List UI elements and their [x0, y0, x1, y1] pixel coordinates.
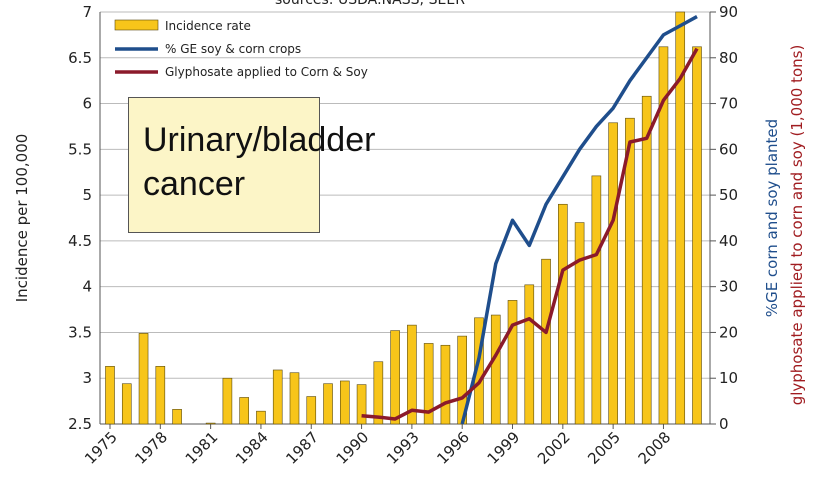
x-tick-label: 1996: [433, 428, 473, 468]
bar: [272, 369, 283, 425]
bar: [423, 343, 434, 425]
bar: [105, 366, 115, 425]
chart-subtitle: sources: USDA:NASS; SEER: [275, 0, 465, 8]
bar: [658, 46, 669, 425]
y-tick-label: 2.5: [68, 415, 92, 433]
x-tick-label: 1999: [484, 428, 524, 468]
bar: [524, 284, 535, 425]
bar: [608, 122, 618, 425]
y2-tick-label: 70: [719, 95, 738, 113]
y2-axis-label-2: glyphosate applied to corn and soy (1,00…: [788, 45, 806, 406]
y-tick-label: 6: [82, 95, 92, 113]
bar: [490, 314, 501, 425]
y-tick-label: 4.5: [68, 232, 92, 250]
y2-tick-label: 50: [719, 186, 738, 204]
bar: [121, 383, 132, 425]
x-tick-label: 1987: [282, 428, 322, 468]
bar: [692, 46, 702, 425]
y2-tick-label: 40: [719, 232, 738, 250]
y2-tick-label: 0: [719, 415, 729, 433]
y-tick-label: 7: [82, 3, 92, 21]
annotation: Urinary/bladder cancer: [128, 97, 375, 233]
x-tick-label: 2008: [635, 428, 675, 468]
y-tick-label: 4: [82, 278, 92, 296]
bar: [625, 117, 635, 425]
legend-label: % GE soy & corn crops: [165, 42, 301, 56]
bar: [641, 95, 652, 425]
y2-tick-label: 20: [719, 323, 738, 341]
bar: [256, 410, 266, 425]
bar: [239, 397, 249, 425]
bar: [323, 383, 333, 425]
bar: [222, 377, 233, 425]
bar: [591, 175, 602, 425]
x-tick-label: 1978: [131, 428, 171, 468]
bar: [306, 396, 317, 425]
bar: [172, 409, 182, 425]
y-tick-label: 3.5: [68, 323, 92, 341]
y2-tick-label: 80: [719, 49, 738, 67]
y-axis-label: Incidence per 100,000: [13, 134, 31, 303]
bar: [390, 330, 400, 425]
bar: [558, 203, 568, 425]
legend-label: Glyphosate applied to Corn & Soy: [165, 65, 368, 79]
y-tick-label: 5.5: [68, 140, 92, 158]
x-tick-label: 2005: [584, 428, 624, 468]
bar: [138, 333, 149, 425]
x-tick-label: 1981: [182, 428, 222, 468]
x-tick-label: 1990: [333, 428, 373, 468]
x-tick-label: 1993: [383, 428, 423, 468]
bar: [574, 222, 585, 425]
bar: [289, 372, 300, 425]
bar: [507, 300, 518, 425]
y2-tick-label: 30: [719, 278, 738, 296]
y2-axis-label: %GE corn and soy planted: [763, 119, 781, 317]
y2-tick-label: 10: [719, 369, 738, 387]
y2-tick-label: 90: [719, 3, 738, 21]
x-tick-label: 1975: [81, 428, 121, 468]
y-tick-label: 6.5: [68, 49, 92, 67]
bar: [205, 422, 216, 425]
bar: [440, 344, 451, 425]
bar: [675, 11, 686, 425]
bar: [541, 258, 551, 425]
legend-swatch: [114, 19, 159, 31]
x-tick-label: 2002: [534, 428, 574, 468]
bar: [356, 384, 367, 425]
bar: [155, 366, 166, 425]
y-tick-label: 5: [82, 186, 92, 204]
y-tick-label: 3: [82, 369, 92, 387]
bar: [339, 380, 350, 425]
bar: [407, 324, 417, 425]
line: [361, 47, 699, 421]
y2-tick-label: 60: [719, 140, 738, 158]
line: [460, 15, 698, 425]
bar: [373, 361, 384, 425]
x-tick-label: 1984: [232, 428, 272, 468]
legend-label: Incidence rate: [165, 19, 251, 33]
